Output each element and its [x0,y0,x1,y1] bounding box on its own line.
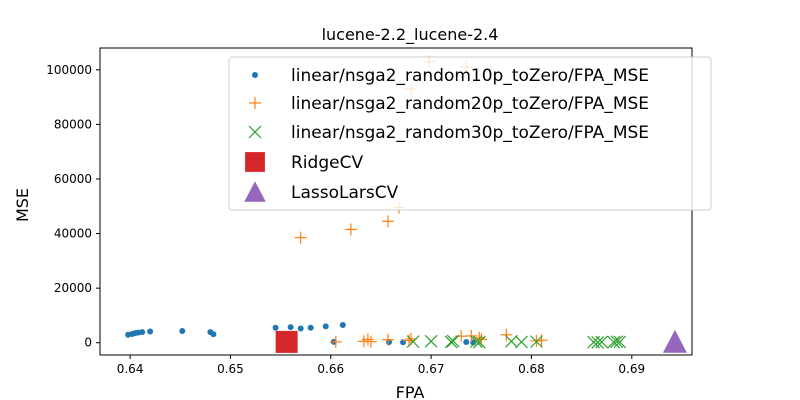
x-tick-label: 0.65 [217,362,244,376]
data-point [287,324,294,331]
x-tick-label: 0.68 [518,362,545,376]
legend-entry: linear/nsga2_random30p_toZero/FPA_MSE [248,123,649,143]
data-point [446,334,460,348]
data-point [591,336,605,349]
series-random30p [406,334,627,349]
chart-title: lucene-2.2_lucene-2.4 [322,25,499,45]
y-tick-label: 80000 [54,117,92,131]
data-point [364,335,377,348]
y-tick-label: 0 [84,336,92,350]
x-axis: 0.64 0.65 0.66 0.67 0.68 0.69 [117,355,645,376]
data-point [139,329,146,336]
x-tick-label: 0.64 [117,362,144,376]
legend-box [228,56,712,211]
data-point [294,231,307,244]
x-tick-label: 0.66 [317,362,344,376]
legend-label: LassoLarsCV [291,183,399,203]
legend-label: linear/nsga2_random10p_toZero/FPA_MSE [291,66,649,86]
y-tick-label: 60000 [54,172,92,186]
x-tick-label: 0.69 [618,362,645,376]
data-point [307,324,314,331]
legend-label: RidgeCV [291,153,363,173]
data-point [329,335,342,348]
data-point [610,335,624,349]
legend-entry: LassoLarsCV [244,181,399,203]
legend-label: linear/nsga2_random30p_toZero/FPA_MSE [291,123,649,143]
legend-marker [248,125,262,139]
data-point [272,324,279,331]
series-lassolarscv [662,329,687,353]
plot-area [125,55,687,353]
legend-entry: linear/nsga2_random20p_toZero/FPA_MSE [249,94,649,114]
data-point [381,215,394,228]
data-point [595,335,609,349]
data-point [424,334,438,348]
data-point [275,330,298,353]
data-point [344,223,357,236]
x-axis-label: FPA [396,383,425,400]
legend-entry: linear/nsga2_random10p_toZero/FPA_MSE [252,66,649,86]
y-tick-label: 100000 [46,63,92,77]
data-point [147,328,154,335]
y-axis-label: MSE [13,188,32,222]
data-point [339,321,346,328]
legend-marker [252,72,258,78]
data-point [444,335,458,349]
data-point [530,335,543,349]
legend-marker [244,181,266,202]
data-point [179,327,186,334]
data-point [406,335,420,349]
data-point [514,335,528,349]
legend-marker [249,97,261,109]
series-ridgecv [275,330,298,353]
data-point [322,323,329,330]
data-point [500,328,513,341]
data-point [613,335,627,349]
legend-marker [245,152,265,172]
series-random10p [125,321,477,346]
data-point [463,339,470,346]
legend: linear/nsga2_random10p_toZero/FPA_MSElin… [228,56,712,211]
data-point [469,335,483,349]
data-point [607,335,621,349]
legend-entry: RidgeCV [245,152,363,173]
x-tick-label: 0.67 [418,362,445,376]
data-point [361,333,374,346]
data-point [210,331,217,338]
y-tick-label: 40000 [54,227,92,241]
legend-label: linear/nsga2_random20p_toZero/FPA_MSE [291,94,649,114]
data-point [297,325,304,332]
y-axis: 0 20000 40000 60000 80000 100000 [46,63,100,350]
y-tick-label: 20000 [54,281,92,295]
data-point [403,334,416,347]
data-point [504,334,518,348]
data-point [662,329,687,353]
data-point [381,333,394,346]
data-point [472,335,486,349]
